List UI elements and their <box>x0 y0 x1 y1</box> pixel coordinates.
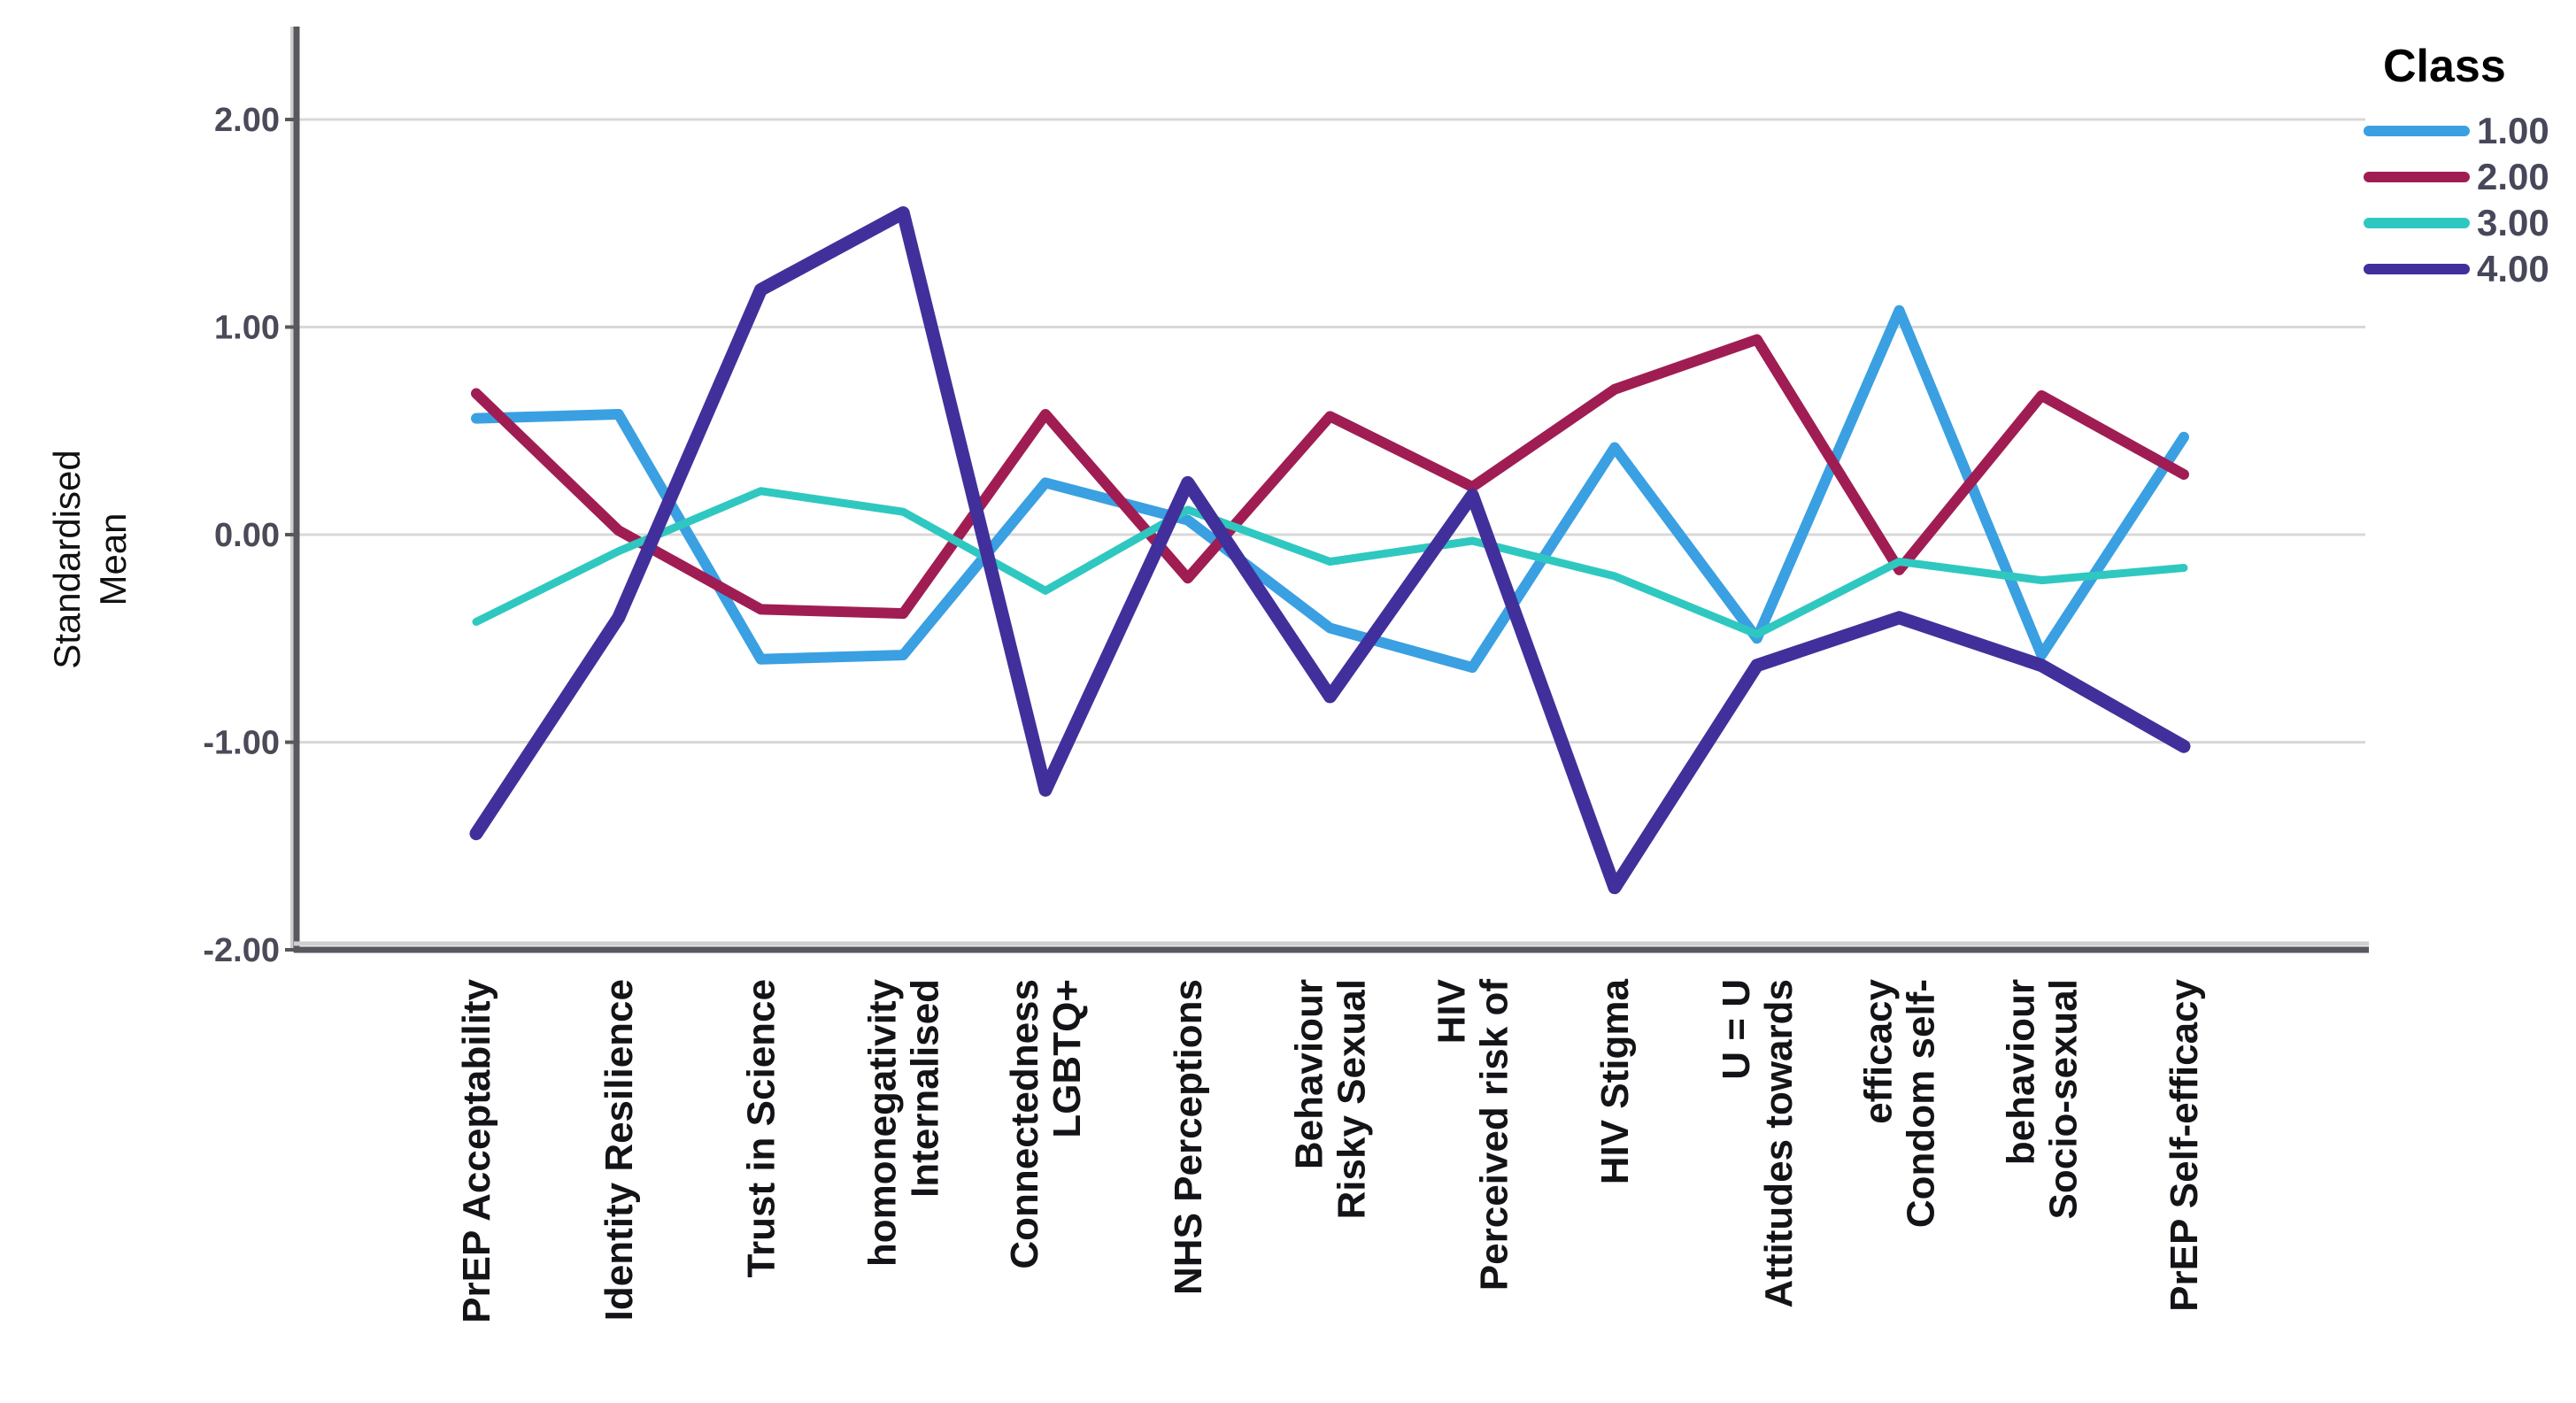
category-label: Internalised <box>903 979 946 1198</box>
category-label: Identity Resilience <box>598 979 641 1321</box>
category-label: Condom self- <box>1900 979 1943 1228</box>
axes <box>290 27 2369 953</box>
category-label: Perceived risk of <box>1472 979 1516 1291</box>
legend-item-label: 3.00 <box>2477 202 2549 243</box>
y-tick-label: 2.00 <box>214 102 280 139</box>
series-line-class-2.00 <box>471 334 2189 620</box>
category-label: Trust in Science <box>740 979 783 1277</box>
category-label: Attitudes towards <box>1757 979 1801 1308</box>
category-label: LGBTQ+ <box>1045 979 1089 1138</box>
category-label: HIV <box>1430 978 1473 1044</box>
legend-item-label: 1.00 <box>2477 110 2549 151</box>
category-label: behaviour <box>1999 979 2042 1165</box>
series-line-class-1.00 <box>471 304 2189 674</box>
legend-items: 1.00 2.00 3.00 4.00 <box>2364 110 2549 289</box>
category-label: HIV Stigma <box>1593 978 1637 1184</box>
legend-item-label: 4.00 <box>2477 248 2549 289</box>
y-tick-label: -2.00 <box>203 932 280 969</box>
category-axis-labels: PrEP Acceptability Identity Resilience Tru… <box>455 978 2206 1322</box>
y-tick-label: 1.00 <box>214 310 280 347</box>
y-tick-label: 0.00 <box>214 517 280 554</box>
legend-title: Class <box>2383 41 2506 92</box>
y-axis-title-line2: Mean <box>92 513 134 605</box>
y-tick-label: -1.00 <box>203 725 280 762</box>
category-label: U = U <box>1715 979 1758 1080</box>
legend: Class 1.00 2.00 3.00 4.00 <box>2364 41 2549 289</box>
data-series-lines <box>469 206 2191 895</box>
category-label: Behaviour <box>1288 979 1331 1169</box>
y-tick-labels: 2.00 1.00 0.00 -1.00 -2.00 <box>203 102 297 969</box>
category-label: PrEP Self-efficacy <box>2163 978 2206 1311</box>
category-label: Risky Sexual <box>1330 979 1374 1220</box>
series-line-class-4.00 <box>469 206 2191 895</box>
gridlines <box>297 118 2365 744</box>
y-axis-title: Standardised Mean <box>46 450 134 669</box>
category-label: NHS Perceptions <box>1167 979 1210 1295</box>
category-label: Socio-sexual <box>2041 979 2085 1219</box>
legend-item-label: 2.00 <box>2477 156 2549 197</box>
category-label: efficacy <box>1857 978 1901 1123</box>
series-line-class-3.00 <box>472 487 2188 639</box>
category-label: homonegativity <box>860 978 904 1267</box>
category-label: Connectedness <box>1003 979 1046 1269</box>
category-label: PrEP Acceptability <box>455 978 498 1322</box>
y-axis-title-line1: Standardised <box>46 450 88 669</box>
